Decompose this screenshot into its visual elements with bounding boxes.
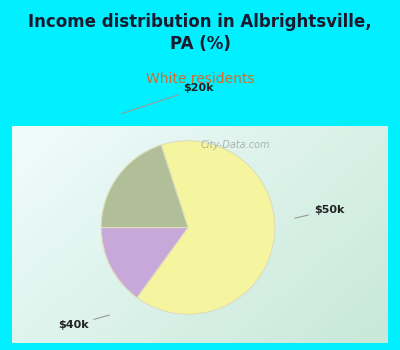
Text: $40k: $40k (58, 315, 109, 330)
Wedge shape (137, 141, 275, 314)
Text: $20k: $20k (121, 83, 214, 114)
Text: Income distribution in Albrightsville,
PA (%): Income distribution in Albrightsville, P… (28, 13, 372, 53)
Wedge shape (101, 228, 188, 298)
Wedge shape (101, 145, 188, 228)
Text: City-Data.com: City-Data.com (201, 140, 270, 150)
Text: White residents: White residents (146, 72, 254, 86)
Text: $50k: $50k (295, 205, 344, 218)
